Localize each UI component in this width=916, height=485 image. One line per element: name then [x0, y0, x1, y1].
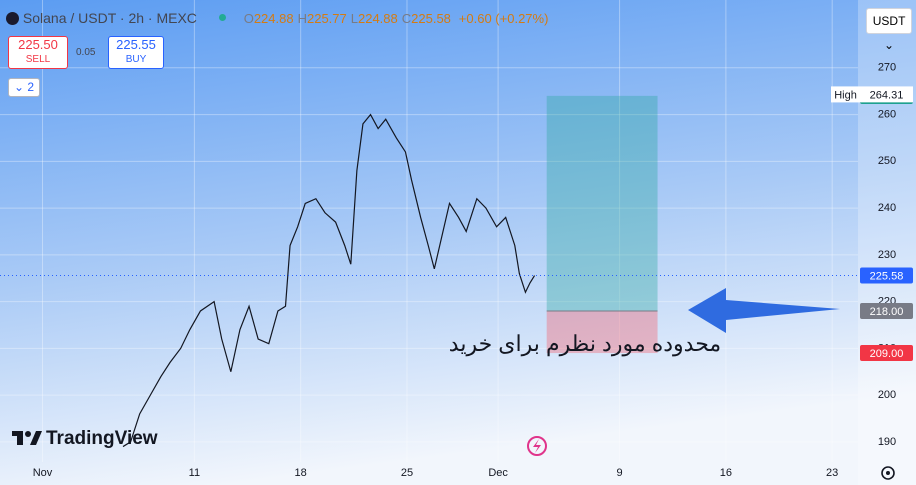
x-tick-label: Dec — [488, 467, 508, 479]
ohlc: O224.88 H225.77 L224.88 C225.58 — [244, 11, 455, 26]
x-tick-label: 23 — [826, 467, 838, 479]
y-tick-label: 260 — [878, 108, 896, 120]
symbol[interactable]: Solana / USDT · 2h · MEXC — [22, 10, 197, 26]
y-tick-label: 250 — [878, 155, 896, 167]
x-tick-label: 18 — [295, 467, 307, 479]
entry-badge-label: 218.00 — [870, 306, 904, 318]
stop-badge-label: 209.00 — [870, 348, 904, 360]
ohlc-value: 225.77 — [306, 11, 347, 26]
buy-label: BUY — [125, 54, 147, 65]
symbol-icon — [6, 12, 19, 25]
x-tick-label: 9 — [617, 467, 623, 479]
indicators-toggle[interactable]: ⌄ 2 — [8, 78, 40, 97]
ohlc-key: L — [350, 11, 358, 26]
status-dot — [218, 14, 226, 21]
high-name-box — [831, 86, 860, 103]
lightning-icon — [527, 436, 547, 456]
y-tick-label: 230 — [878, 249, 896, 261]
last-price-badge-label: 225.58 — [870, 270, 904, 282]
header: Solana / USDT · 2h · MEXC O224.88 H225.77… — [6, 10, 548, 26]
x-tick-label: 25 — [401, 467, 413, 479]
currency-select[interactable]: USDT ⌄ — [866, 8, 912, 52]
sell-button[interactable]: 225.50 SELL — [8, 36, 68, 69]
ohlc-key: C — [401, 11, 412, 26]
high-badge — [860, 86, 913, 103]
annotation: محدوده مورد نظرم برای خرید — [449, 331, 721, 357]
indicator-count: 2 — [27, 80, 35, 94]
x-tick-label: 16 — [720, 467, 732, 479]
y-tick-label: 200 — [878, 389, 896, 401]
price-line — [122, 113, 536, 448]
settings-icon[interactable] — [881, 466, 895, 480]
logo-mark — [12, 431, 42, 445]
entry-badge — [860, 302, 913, 319]
loss-zone — [546, 310, 658, 354]
price-axis — [858, 0, 916, 485]
spread: 0.05 — [76, 47, 96, 58]
high-badge-label: 264.31 — [870, 89, 904, 101]
profit-zone — [546, 95, 658, 311]
ohlc-value: 225.58 — [411, 11, 451, 26]
x-tick-label: Nov — [33, 467, 53, 479]
branding: TradingView — [46, 428, 158, 449]
y-tick-label: 270 — [878, 62, 896, 74]
y-tick-label: 240 — [878, 202, 896, 214]
ohlc-key: O — [243, 11, 254, 26]
change: +0.60 (+0.27%) — [458, 11, 549, 26]
stop-badge — [860, 345, 913, 362]
last-price-badge — [860, 267, 913, 284]
ohlc-value: 224.88 — [253, 11, 294, 26]
ohlc-value: 224.88 — [357, 11, 398, 26]
y-tick-label: 190 — [878, 436, 896, 448]
buy-price: 225.55 — [116, 37, 156, 52]
currency: USDT — [872, 14, 906, 28]
sell-label: SELL — [25, 54, 51, 65]
buy-button[interactable]: 225.55 BUY — [108, 36, 164, 69]
arrow — [688, 288, 840, 333]
sell-price: 225.50 — [18, 37, 58, 52]
high-name: High — [834, 89, 857, 101]
ohlc-key: H — [297, 11, 307, 26]
x-tick-label: 11 — [189, 467, 200, 479]
